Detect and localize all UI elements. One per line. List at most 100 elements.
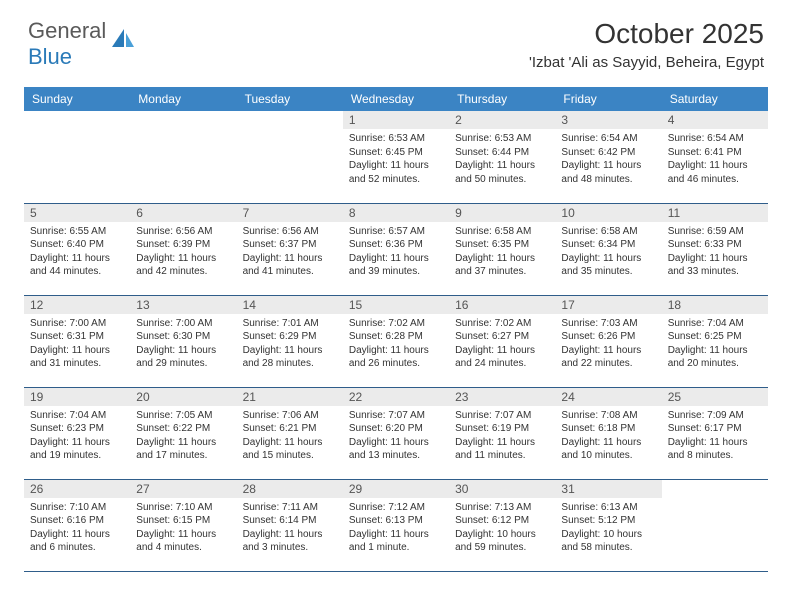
- day-number: 17: [555, 296, 661, 314]
- daylight-label: Daylight:: [243, 253, 282, 264]
- daylight-label: Daylight:: [561, 160, 600, 171]
- sunset-value: 6:31 PM: [67, 331, 104, 342]
- sunset-value: 6:44 PM: [492, 147, 529, 158]
- daylight-label: Daylight:: [455, 253, 494, 264]
- sunrise-value: 6:55 AM: [69, 226, 106, 237]
- sunset-label: Sunset:: [136, 331, 170, 342]
- day-number: 18: [662, 296, 768, 314]
- day-details: Sunrise: 7:05 AMSunset: 6:22 PMDaylight:…: [130, 406, 236, 467]
- sunset-label: Sunset:: [455, 239, 489, 250]
- calendar-day-cell: 12Sunrise: 7:00 AMSunset: 6:31 PMDayligh…: [24, 295, 130, 387]
- sunrise-label: Sunrise:: [349, 410, 386, 421]
- sunrise-label: Sunrise:: [561, 410, 598, 421]
- sunrise-value: 7:13 AM: [495, 502, 532, 513]
- day-details: Sunrise: 6:54 AM Sunset: 6:42 PM Daylight:…: [555, 129, 661, 190]
- calendar-week-row: 5Sunrise: 6:55 AMSunset: 6:40 PMDaylight…: [24, 203, 768, 295]
- calendar-day-cell: 7Sunrise: 6:56 AMSunset: 6:37 PMDaylight…: [237, 203, 343, 295]
- sunrise-label: Sunrise:: [349, 133, 386, 144]
- sunrise-value: 7:10 AM: [176, 502, 213, 513]
- daylight-label: Daylight:: [30, 437, 69, 448]
- daylight-label: Daylight:: [561, 345, 600, 356]
- day-details: Sunrise: 7:00 AMSunset: 6:31 PMDaylight:…: [24, 314, 130, 375]
- calendar-day-cell: [24, 111, 130, 203]
- daylight-label: Daylight:: [455, 529, 494, 540]
- logo-text-blue: Blue: [28, 44, 72, 69]
- sunset-value: 6:22 PM: [173, 423, 210, 434]
- col-saturday: Saturday: [662, 87, 768, 111]
- day-details: Sunrise: 7:09 AMSunset: 6:17 PMDaylight:…: [662, 406, 768, 467]
- daylight-label: Daylight:: [455, 437, 494, 448]
- daylight-label: Daylight:: [243, 437, 282, 448]
- day-number: 30: [449, 480, 555, 498]
- sunset-value: 6:41 PM: [704, 147, 741, 158]
- sunrise-label: Sunrise:: [561, 133, 598, 144]
- sunrise-label: Sunrise:: [668, 226, 705, 237]
- day-details: Sunrise: 6:13 AMSunset: 5:12 PMDaylight:…: [555, 498, 661, 559]
- logo-text-gray: General: [28, 18, 106, 43]
- sunrise-value: 6:54 AM: [601, 133, 638, 144]
- sunset-value: 6:13 PM: [386, 515, 423, 526]
- sunrise-value: 7:02 AM: [495, 318, 532, 329]
- daylight-label: Daylight:: [561, 529, 600, 540]
- day-number: 26: [24, 480, 130, 498]
- daylight-label: Daylight:: [349, 160, 388, 171]
- day-details: Sunrise: 7:07 AMSunset: 6:19 PMDaylight:…: [449, 406, 555, 467]
- daylight-label: Daylight:: [136, 253, 175, 264]
- sunrise-value: 7:10 AM: [69, 502, 106, 513]
- sunrise-value: 7:03 AM: [601, 318, 638, 329]
- sunrise-value: 6:56 AM: [282, 226, 319, 237]
- day-details: Sunrise: 6:56 AMSunset: 6:39 PMDaylight:…: [130, 222, 236, 283]
- sunrise-label: Sunrise:: [561, 226, 598, 237]
- sunrise-value: 6:57 AM: [388, 226, 425, 237]
- calendar-day-cell: 11Sunrise: 6:59 AMSunset: 6:33 PMDayligh…: [662, 203, 768, 295]
- sunset-value: 6:39 PM: [173, 239, 210, 250]
- day-number: 25: [662, 388, 768, 406]
- sunset-label: Sunset:: [455, 515, 489, 526]
- sunset-value: 6:27 PM: [492, 331, 529, 342]
- daylight-label: Daylight:: [668, 160, 707, 171]
- sunrise-value: 7:09 AM: [707, 410, 744, 421]
- sunrise-label: Sunrise:: [30, 226, 67, 237]
- sunset-value: 6:26 PM: [598, 331, 635, 342]
- calendar-day-cell: 16Sunrise: 7:02 AMSunset: 6:27 PMDayligh…: [449, 295, 555, 387]
- calendar-day-cell: 26Sunrise: 7:10 AMSunset: 6:16 PMDayligh…: [24, 479, 130, 571]
- calendar-day-cell: 19Sunrise: 7:04 AMSunset: 6:23 PMDayligh…: [24, 387, 130, 479]
- calendar-week-row: 26Sunrise: 7:10 AMSunset: 6:16 PMDayligh…: [24, 479, 768, 571]
- calendar-day-cell: 15Sunrise: 7:02 AMSunset: 6:28 PMDayligh…: [343, 295, 449, 387]
- daylight-label: Daylight:: [349, 529, 388, 540]
- day-details: Sunrise: 7:08 AMSunset: 6:18 PMDaylight:…: [555, 406, 661, 467]
- calendar-day-cell: 27Sunrise: 7:10 AMSunset: 6:15 PMDayligh…: [130, 479, 236, 571]
- calendar-day-cell: 21Sunrise: 7:06 AMSunset: 6:21 PMDayligh…: [237, 387, 343, 479]
- sunset-label: Sunset:: [561, 515, 595, 526]
- col-tuesday: Tuesday: [237, 87, 343, 111]
- day-details: Sunrise: 7:10 AMSunset: 6:16 PMDaylight:…: [24, 498, 130, 559]
- calendar-day-cell: [130, 111, 236, 203]
- sunset-value: 6:42 PM: [598, 147, 635, 158]
- sunrise-value: 6:56 AM: [176, 226, 213, 237]
- day-number: 23: [449, 388, 555, 406]
- day-number: 21: [237, 388, 343, 406]
- sunrise-label: Sunrise:: [668, 410, 705, 421]
- sunrise-value: 7:08 AM: [601, 410, 638, 421]
- daylight-label: Daylight:: [30, 345, 69, 356]
- sunrise-value: 6:58 AM: [601, 226, 638, 237]
- calendar-day-cell: 18Sunrise: 7:04 AMSunset: 6:25 PMDayligh…: [662, 295, 768, 387]
- day-number: 29: [343, 480, 449, 498]
- calendar-day-cell: 2Sunrise: 6:53 AMSunset: 6:44 PMDaylight…: [449, 111, 555, 203]
- day-number: 1: [343, 111, 449, 129]
- sunset-value: 6:18 PM: [598, 423, 635, 434]
- sunset-label: Sunset:: [243, 331, 277, 342]
- sunrise-value: 6:54 AM: [707, 133, 744, 144]
- sunrise-label: Sunrise:: [668, 133, 705, 144]
- day-number: 13: [130, 296, 236, 314]
- sunset-label: Sunset:: [561, 147, 595, 158]
- sunset-value: 6:25 PM: [704, 331, 741, 342]
- sunset-value: 6:29 PM: [279, 331, 316, 342]
- daylight-label: Daylight:: [668, 253, 707, 264]
- sunset-value: 6:40 PM: [67, 239, 104, 250]
- calendar-day-cell: 5Sunrise: 6:55 AMSunset: 6:40 PMDaylight…: [24, 203, 130, 295]
- sunrise-label: Sunrise:: [668, 318, 705, 329]
- sunset-label: Sunset:: [455, 331, 489, 342]
- day-details: Sunrise: 7:12 AMSunset: 6:13 PMDaylight:…: [343, 498, 449, 559]
- sunrise-value: 7:07 AM: [388, 410, 425, 421]
